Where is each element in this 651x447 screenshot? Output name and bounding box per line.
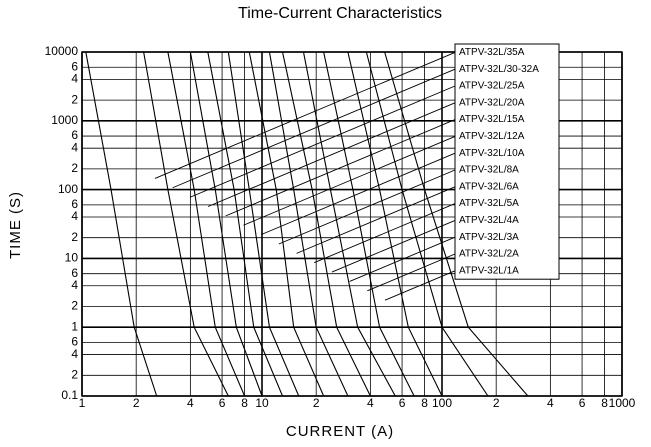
curve <box>167 51 246 397</box>
leader-line <box>172 68 456 189</box>
y-tick-label: 4 <box>71 347 78 361</box>
leader-line <box>207 102 456 207</box>
x-tick-label: 6 <box>219 396 226 410</box>
leader-line <box>278 169 456 245</box>
x-tick-label: 4 <box>547 396 554 410</box>
legend-label: ATPV-32L/30-32A <box>459 64 539 75</box>
y-tick-label: 6 <box>71 266 78 280</box>
y-tick-label: 10 <box>65 251 79 265</box>
legend-label: ATPV-32L/35A <box>459 47 525 58</box>
curve <box>268 51 349 397</box>
curve <box>207 51 284 397</box>
leader-line <box>260 152 456 236</box>
leader-line <box>331 219 456 273</box>
y-tick-label: 100 <box>58 182 78 196</box>
y-tick-label: 1 <box>71 319 78 333</box>
y-tick-label: 4 <box>71 278 78 292</box>
curve <box>323 51 415 397</box>
legend-label: ATPV-32L/6A <box>459 181 519 192</box>
x-tick-label: 10 <box>255 396 269 410</box>
y-tick-label: 2 <box>71 161 78 175</box>
leader-line <box>296 186 456 254</box>
legend-label: ATPV-32L/12A <box>459 131 525 142</box>
x-tick-label: 2 <box>493 396 500 410</box>
x-tick-label: 8 <box>601 396 608 410</box>
legend-label: ATPV-32L/10A <box>459 148 525 159</box>
chart-title: Time-Current Characteristics <box>238 5 442 22</box>
curve <box>85 51 158 397</box>
legend-label: ATPV-32L/2A <box>459 249 519 260</box>
y-tick-label: 0.1 <box>61 388 78 402</box>
x-tick-label: 1 <box>79 396 86 410</box>
leader-line <box>190 85 456 198</box>
x-tick-label: 2 <box>133 396 140 410</box>
x-tick-label: 100 <box>432 396 452 410</box>
y-tick-label: 2 <box>71 367 78 381</box>
y-tick-label: 4 <box>71 72 78 86</box>
leader-line <box>367 253 456 292</box>
y-tick-label: 2 <box>71 230 78 244</box>
x-tick-label: 4 <box>367 396 374 410</box>
y-tick-label: 2 <box>71 299 78 313</box>
plot-border <box>81 51 623 397</box>
y-tick-label: 4 <box>71 140 78 154</box>
y-tick-label: 6 <box>71 335 78 349</box>
legend-box <box>454 43 560 280</box>
x-tick-label: 4 <box>187 396 194 410</box>
x-tick-label: 6 <box>579 396 586 410</box>
y-tick-label: 4 <box>71 209 78 223</box>
curve <box>248 51 325 397</box>
curve <box>365 51 489 397</box>
y-tick-label: 6 <box>71 128 78 142</box>
leader-line <box>225 119 456 217</box>
legend-label: ATPV-32L/8A <box>459 165 519 176</box>
legend-label: ATPV-32L/1A <box>459 265 519 276</box>
leader-line <box>314 203 456 264</box>
legend-label: ATPV-32L/3A <box>459 232 519 243</box>
legend-label: ATPV-32L/5A <box>459 198 519 209</box>
y-tick-label: 10000 <box>45 44 79 58</box>
curve <box>302 51 396 397</box>
curve <box>143 51 229 397</box>
y-axis-label: TIME (S) <box>7 191 24 259</box>
x-tick-label: 1000 <box>609 396 636 410</box>
leader-line <box>349 236 456 282</box>
x-axis-label: CURRENT (A) <box>286 423 394 440</box>
curve <box>347 51 443 397</box>
x-tick-label: 8 <box>421 396 428 410</box>
curve <box>227 51 300 397</box>
y-tick-label: 6 <box>71 59 78 73</box>
legend-label: ATPV-32L/25A <box>459 81 525 92</box>
leader-line <box>243 135 456 226</box>
leader-line <box>154 51 456 179</box>
x-tick-label: 8 <box>241 396 248 410</box>
legend-label: ATPV-32L/15A <box>459 114 525 125</box>
x-tick-label: 2 <box>313 396 320 410</box>
y-tick-label: 1000 <box>51 113 78 127</box>
legend-label: ATPV-32L/20A <box>459 97 525 108</box>
y-tick-label: 2 <box>71 92 78 106</box>
y-tick-label: 6 <box>71 197 78 211</box>
curve <box>384 51 529 397</box>
legend-label: ATPV-32L/4A <box>459 215 519 226</box>
x-tick-label: 6 <box>399 396 406 410</box>
leader-line <box>384 270 456 301</box>
curve <box>189 51 263 397</box>
